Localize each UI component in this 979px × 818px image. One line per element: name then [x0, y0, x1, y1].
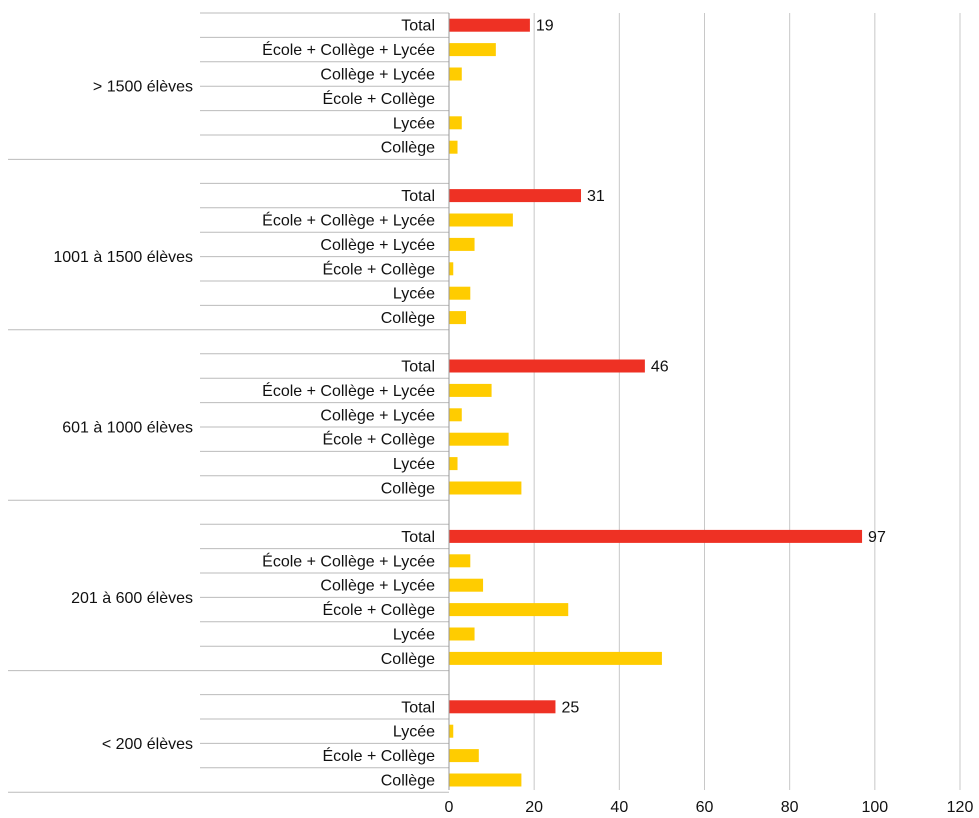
category-label: Total	[401, 359, 435, 376]
category-label: École + Collège + Lycée	[262, 381, 435, 400]
category-label: École + Collège + Lycée	[262, 40, 435, 59]
data-label: 25	[561, 699, 579, 716]
data-label: 31	[587, 188, 605, 205]
category-label: Collège + Lycée	[320, 407, 435, 424]
category-label: Collège	[381, 773, 435, 790]
category-label: Collège	[381, 310, 435, 327]
x-tick-label: 20	[525, 799, 543, 816]
category-label: Lycée	[393, 286, 435, 303]
group-label: > 1500 élèves	[93, 79, 193, 96]
total-bar	[449, 529, 863, 543]
group-label: 1001 à 1500 élèves	[53, 249, 193, 266]
category-bar	[449, 43, 496, 57]
category-bar	[449, 213, 513, 227]
category-bar	[449, 432, 509, 446]
axis-layer: 0 20 40 60 80 100 120	[445, 13, 974, 816]
category-label: École + Collège	[322, 259, 435, 278]
category-label: Collège	[381, 651, 435, 668]
separator-layer	[8, 12, 449, 793]
category-label: Lycée	[393, 724, 435, 741]
x-tick-label: 60	[696, 799, 714, 816]
data-label: 46	[651, 359, 669, 376]
x-tick-label: 120	[947, 799, 974, 816]
total-bar	[449, 18, 530, 32]
category-label: École + Collège + Lycée	[262, 211, 435, 230]
grid-layer	[533, 13, 961, 790]
category-bar	[449, 67, 462, 81]
total-bar	[449, 189, 582, 203]
category-label: Lycée	[393, 456, 435, 473]
group-label: 201 à 600 élèves	[71, 590, 193, 607]
category-bar	[449, 140, 458, 154]
bar-layer	[449, 18, 863, 787]
category-bar	[449, 773, 522, 787]
category-bar	[449, 311, 467, 325]
category-label: Total	[401, 529, 435, 546]
category-label: Collège	[381, 481, 435, 498]
category-label: École + Collège	[322, 746, 435, 765]
category-label: Lycée	[393, 627, 435, 644]
group-label: < 200 élèves	[102, 736, 193, 753]
category-bar	[449, 724, 454, 738]
category-label: Collège + Lycée	[320, 578, 435, 595]
category-bar	[449, 262, 454, 276]
x-tick-label: 80	[781, 799, 799, 816]
category-bar	[449, 627, 475, 641]
total-bar	[449, 359, 645, 373]
category-label: Total	[401, 188, 435, 205]
total-bar	[449, 700, 556, 714]
category-bar	[449, 237, 475, 251]
category-label: École + Collège	[322, 89, 435, 108]
category-bar	[449, 651, 662, 665]
category-bar	[449, 408, 462, 422]
category-bar	[449, 457, 458, 471]
x-tick-label: 100	[861, 799, 888, 816]
group-label: 601 à 1000 élèves	[62, 420, 193, 437]
category-bar	[449, 749, 479, 763]
category-bar	[449, 286, 471, 300]
label-layer: Total 19 École + Collège + Lycée Collège + …	[53, 18, 886, 790]
category-label: Total	[401, 699, 435, 716]
category-label: Collège	[381, 140, 435, 157]
category-bar	[449, 383, 492, 397]
category-bar	[449, 603, 569, 617]
category-label: École + Collège	[322, 600, 435, 619]
category-bar	[449, 481, 522, 495]
category-bar	[449, 554, 471, 568]
x-tick-label: 40	[610, 799, 628, 816]
category-label: École + Collège + Lycée	[262, 551, 435, 570]
data-label: 19	[536, 18, 554, 35]
x-tick-label: 0	[445, 799, 454, 816]
category-label: École + Collège	[322, 430, 435, 449]
data-label: 97	[868, 529, 886, 546]
category-label: Total	[401, 18, 435, 35]
category-bar	[449, 116, 462, 130]
category-bar	[449, 578, 484, 592]
category-label: Collège + Lycée	[320, 237, 435, 254]
category-label: Lycée	[393, 115, 435, 132]
category-label: Collège + Lycée	[320, 67, 435, 84]
